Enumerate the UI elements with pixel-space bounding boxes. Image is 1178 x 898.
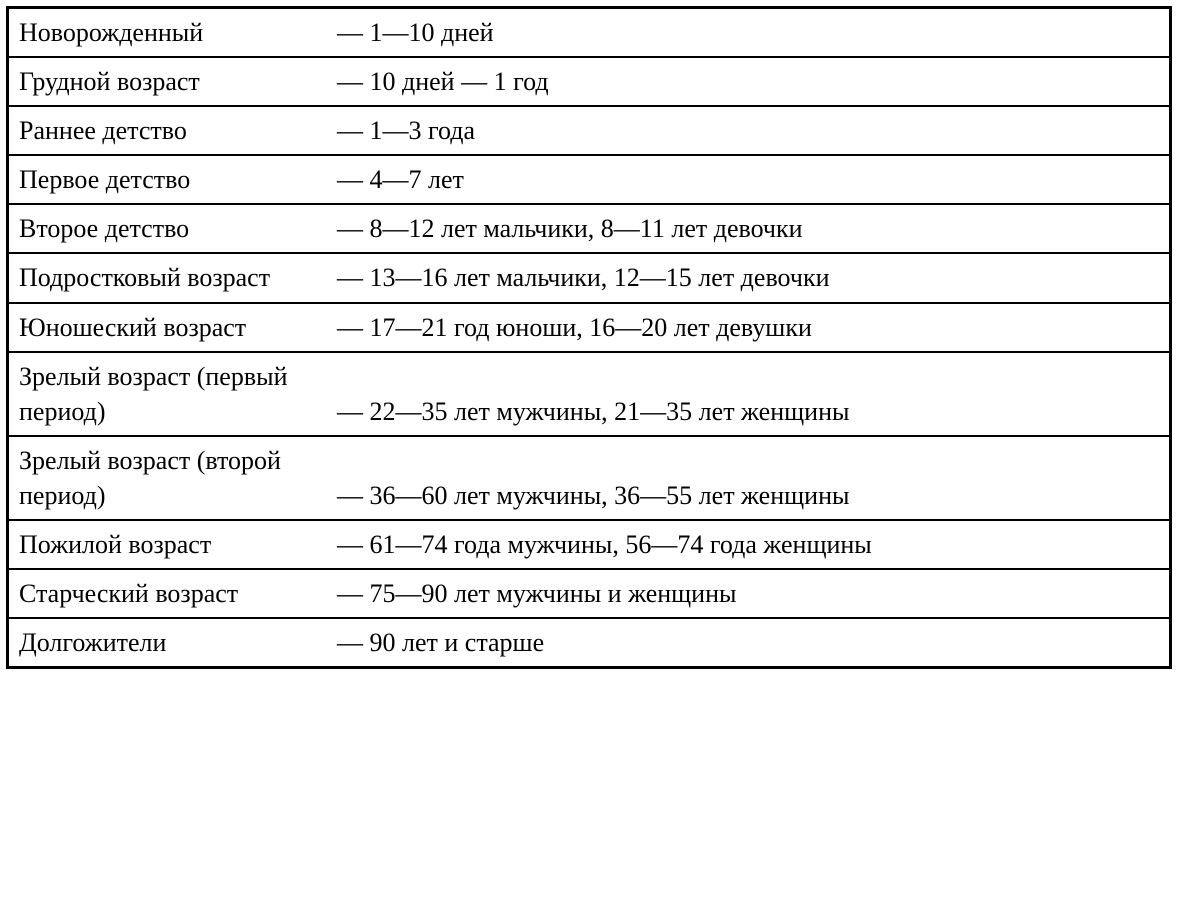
age-period-value: — 22—35 лет мужчины, 21—35 лет женщины bbox=[327, 352, 1171, 436]
age-period-label: Пожилой возраст bbox=[8, 520, 328, 569]
table-row: Грудной возраст — 10 дней — 1 год bbox=[8, 57, 1171, 106]
age-periods-table-container: Новорожденный — 1—10 дней Грудной возрас… bbox=[0, 0, 1178, 675]
table-row: Старческий возраст — 75—90 лет мужчины и… bbox=[8, 569, 1171, 618]
age-period-value: — 17—21 год юноши, 16—20 лет девушки bbox=[327, 303, 1171, 352]
table-row: Зрелый возраст (пер­вый период) — 22—35 … bbox=[8, 352, 1171, 436]
age-periods-table-body: Новорожденный — 1—10 дней Грудной возрас… bbox=[8, 8, 1171, 668]
age-period-label: Зрелый возраст (пер­вый период) bbox=[8, 352, 328, 436]
age-period-value: — 1—3 года bbox=[327, 106, 1171, 155]
table-row: Подростковый возраст — 13—16 лет мальчик… bbox=[8, 253, 1171, 302]
table-row: Пожилой возраст — 61—74 года мужчины, 56… bbox=[8, 520, 1171, 569]
age-period-label: Раннее детство bbox=[8, 106, 328, 155]
age-period-label: Зрелый возраст (вто­рой период) bbox=[8, 436, 328, 520]
table-row: Долгожители — 90 лет и старше bbox=[8, 618, 1171, 668]
age-period-value: — 10 дней — 1 год bbox=[327, 57, 1171, 106]
table-row: Юношеский возраст — 17—21 год юноши, 16—… bbox=[8, 303, 1171, 352]
age-period-label: Долгожители bbox=[8, 618, 328, 668]
age-periods-table: Новорожденный — 1—10 дней Грудной возрас… bbox=[6, 6, 1172, 669]
age-period-value: — 75—90 лет мужчины и женщины bbox=[327, 569, 1171, 618]
age-period-value: — 36—60 лет мужчины, 36—55 лет женщины bbox=[327, 436, 1171, 520]
age-period-label: Старческий возраст bbox=[8, 569, 328, 618]
table-row: Раннее детство — 1—3 года bbox=[8, 106, 1171, 155]
age-period-label: Второе детство bbox=[8, 204, 328, 253]
age-period-value: — 4—7 лет bbox=[327, 155, 1171, 204]
age-period-value: — 13—16 лет мальчики, 12—15 лет девочки bbox=[327, 253, 1171, 302]
age-period-label: Подростковый возраст bbox=[8, 253, 328, 302]
table-row: Новорожденный — 1—10 дней bbox=[8, 8, 1171, 58]
table-row: Зрелый возраст (вто­рой период) — 36—60 … bbox=[8, 436, 1171, 520]
age-period-value: — 61—74 года мужчины, 56—74 года женщи­н… bbox=[327, 520, 1171, 569]
age-period-value: — 1—10 дней bbox=[327, 8, 1171, 58]
table-row: Второе детство — 8—12 лет мальчики, 8—11… bbox=[8, 204, 1171, 253]
age-period-label: Юношеский возраст bbox=[8, 303, 328, 352]
age-period-label: Новорожденный bbox=[8, 8, 328, 58]
age-period-label: Грудной возраст bbox=[8, 57, 328, 106]
table-row: Первое детство — 4—7 лет bbox=[8, 155, 1171, 204]
age-period-label: Первое детство bbox=[8, 155, 328, 204]
age-period-value: — 8—12 лет мальчики, 8—11 лет девочки bbox=[327, 204, 1171, 253]
age-period-value: — 90 лет и старше bbox=[327, 618, 1171, 668]
